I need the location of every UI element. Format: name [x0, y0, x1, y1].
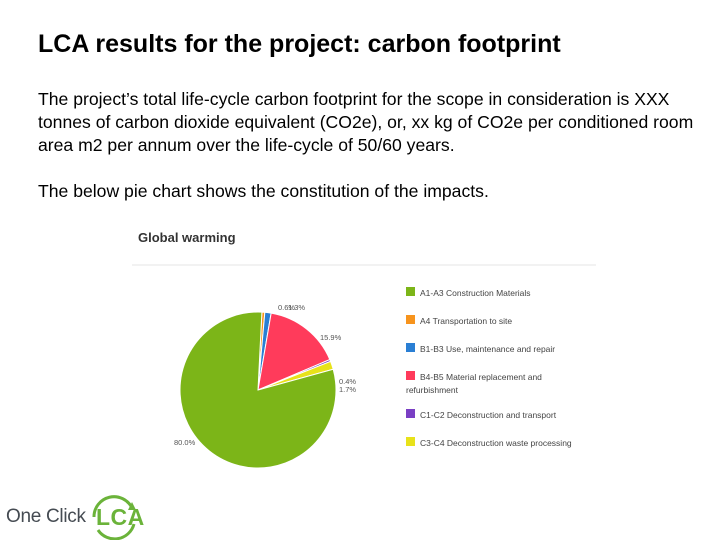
pie-slice [179, 311, 337, 469]
pie-chart-caption: The below pie chart shows the constituti… [38, 181, 489, 201]
body-text: The project’s total life-cycle carbon fo… [38, 88, 708, 203]
carbon-footprint-paragraph: The project’s total life-cycle carbon fo… [38, 89, 694, 155]
legend-label: B1-B3 Use, maintenance and repair [420, 344, 555, 354]
slide-title: LCA results for the project: carbon foot… [38, 30, 561, 58]
pie-data-label: 0.4% [339, 377, 356, 386]
pie-data-label: 1.7% [339, 385, 356, 394]
logo-text: One Click [6, 506, 86, 527]
pie-data-label: 80.0% [174, 438, 196, 447]
legend-swatch [406, 371, 415, 380]
legend-label: A4 Transportation to site [420, 316, 512, 326]
chart-title: Global warming [138, 230, 236, 245]
pie-slice [257, 312, 331, 391]
legend-label: C1-C2 Deconstruction and transport [420, 410, 557, 420]
legend-label: B4-B5 Material replacement and [420, 372, 542, 382]
pie-chart-svg: Global warming 80.0% 0.6%1.3% 15.9% 0.4%1.7%… [132, 230, 596, 469]
one-click-lca-logo: One Click LCA [4, 494, 144, 540]
pie-data-label: 1.3% [288, 303, 305, 312]
pie-data-label: 0.6% [278, 303, 295, 312]
legend-swatch [406, 437, 415, 446]
legend-label: A1-A3 Construction Materials [420, 288, 531, 298]
global-warming-chart: Global warming 80.0% 0.6% 1.3% 15.9% 0.4% 1.7%… [130, 224, 600, 474]
legend-label-continued: refurbishment [406, 385, 459, 395]
pie-data-label: 15.9% [320, 333, 342, 342]
logo-mark: LCA [96, 504, 145, 530]
legend-swatch [406, 315, 415, 324]
legend-swatch [406, 343, 415, 352]
logo-ring-icon [92, 495, 136, 540]
legend-swatch [406, 409, 415, 418]
legend-swatch [406, 287, 415, 296]
legend-label: C3-C4 Deconstruction waste processing [420, 438, 572, 448]
